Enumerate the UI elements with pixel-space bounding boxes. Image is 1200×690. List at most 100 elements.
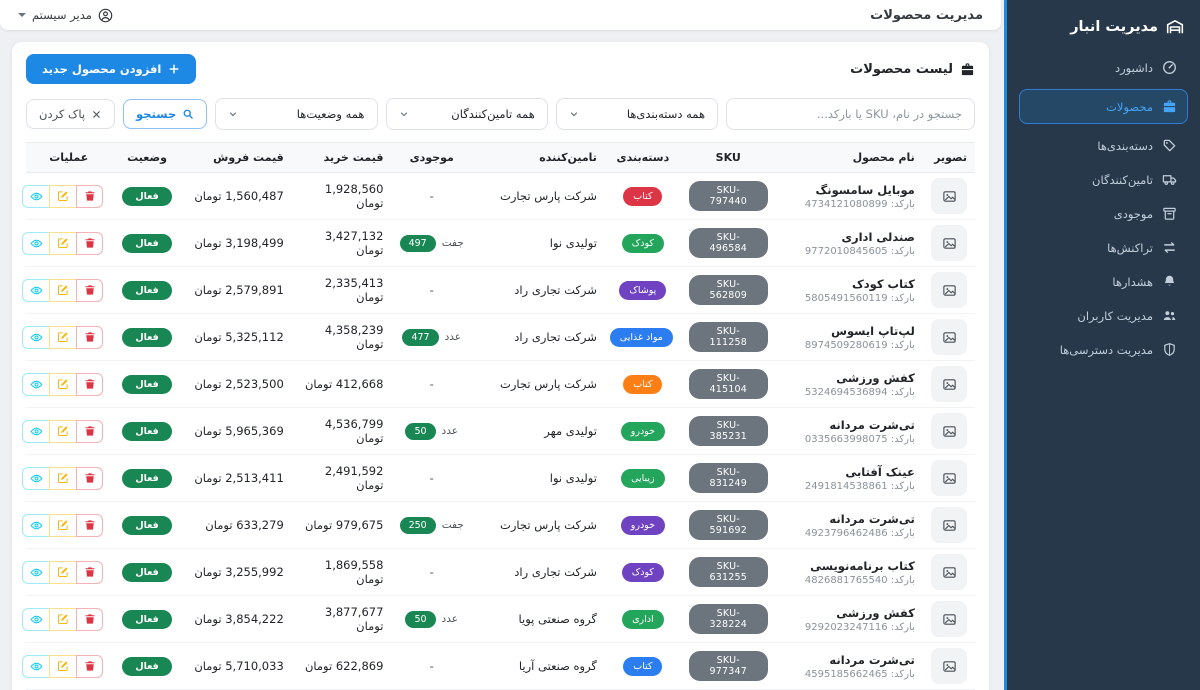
supplier-name: تولیدی مهر xyxy=(544,424,597,438)
purchase-price: 2,335,413 تومان xyxy=(324,276,384,304)
sale-price: 2,579,891 تومان xyxy=(194,283,284,297)
row-actions xyxy=(22,325,104,349)
view-button[interactable] xyxy=(22,184,50,208)
edit-button[interactable] xyxy=(49,278,77,302)
view-button[interactable] xyxy=(22,466,50,490)
warehouse-icon xyxy=(1166,18,1184,36)
delete-button[interactable] xyxy=(76,184,104,208)
sidebar-item-dashboard[interactable]: داشبورد xyxy=(1019,52,1188,83)
view-button[interactable] xyxy=(22,231,50,255)
category-badge: خودرو xyxy=(620,421,665,441)
sidebar-item-suppliers[interactable]: تامین‌کنندگان xyxy=(1019,164,1188,195)
status-badge: فعال xyxy=(122,562,172,582)
add-product-button[interactable]: افزودن محصول جدید xyxy=(26,54,197,84)
user-menu[interactable]: مدیر سیستم xyxy=(18,8,113,23)
categories-icon xyxy=(1162,138,1177,153)
view-button[interactable] xyxy=(22,419,50,443)
status-badge: فعال xyxy=(122,327,172,347)
sidebar-item-users[interactable]: مدیریت کاربران xyxy=(1019,300,1188,331)
view-button[interactable] xyxy=(22,654,50,678)
edit-button[interactable] xyxy=(49,325,77,349)
view-button[interactable] xyxy=(22,607,50,631)
search-button[interactable]: جستجو xyxy=(123,99,208,129)
supplier-name: شرکت تجاری راد xyxy=(514,565,597,579)
status-badge: فعال xyxy=(122,233,172,253)
stock-cell: - xyxy=(430,377,434,391)
sidebar-item-label: محصولات xyxy=(1106,99,1153,114)
sku-badge: SKU-415104 xyxy=(688,369,768,399)
table-row: صندلی اداری بارکد: 9772010845605 SKU-496… xyxy=(22,219,975,267)
edit-button[interactable] xyxy=(49,372,77,396)
view-button[interactable] xyxy=(22,278,50,302)
purchase-price: 412,668 تومان xyxy=(304,377,384,391)
delete-button[interactable] xyxy=(76,607,104,631)
search-input[interactable] xyxy=(726,98,975,130)
category-filter-select[interactable]: همه دسته‌بندی‌ها xyxy=(555,98,719,130)
delete-button[interactable] xyxy=(76,419,104,443)
sidebar-item-permissions[interactable]: مدیریت دسترسی‌ها xyxy=(1019,334,1188,365)
category-badge: کتاب xyxy=(623,186,663,206)
products-table: تصویر نام محصول SKU دسته‌بندی تامین‌کنند… xyxy=(22,142,975,690)
edit-button[interactable] xyxy=(49,560,77,584)
col-sku: SKU xyxy=(680,142,776,173)
clear-filters-button[interactable]: پاک کردن xyxy=(26,99,116,129)
product-barcode: بارکد: 4595185662465 xyxy=(804,668,915,680)
supplier-filter-select[interactable]: همه تامین‌کنندگان xyxy=(385,98,548,130)
table-row: عینک آفتابی بارکد: 2491814538861 SKU-831… xyxy=(22,454,975,502)
edit-button[interactable] xyxy=(49,466,77,490)
sidebar-item-transactions[interactable]: تراکنش‌ها xyxy=(1019,232,1188,263)
delete-button[interactable] xyxy=(76,231,104,255)
delete-button[interactable] xyxy=(76,372,104,396)
col-image: تصویر xyxy=(922,142,975,173)
delete-button[interactable] xyxy=(76,513,104,537)
product-barcode: بارکد: 4734121080899 xyxy=(804,198,915,210)
delete-button[interactable] xyxy=(76,278,104,302)
sale-price: 3,255,992 تومان xyxy=(194,565,284,579)
product-barcode: بارکد: 9772010845605 xyxy=(804,245,915,257)
edit-button[interactable] xyxy=(49,654,77,678)
status-filter-select[interactable]: همه وضعیت‌ها xyxy=(215,98,378,130)
edit-button[interactable] xyxy=(49,184,77,208)
col-purchase-price: قیمت خرید xyxy=(291,142,392,173)
sku-badge: SKU-328224 xyxy=(688,604,768,634)
row-actions xyxy=(22,372,104,396)
sidebar-item-categories[interactable]: دسته‌بندی‌ها xyxy=(1019,130,1188,161)
delete-button[interactable] xyxy=(76,466,104,490)
view-button[interactable] xyxy=(22,560,50,584)
view-button[interactable] xyxy=(22,325,50,349)
status-badge: فعال xyxy=(122,186,172,206)
product-image-placeholder xyxy=(931,366,967,402)
sidebar-item-products[interactable]: محصولات xyxy=(1019,89,1188,124)
sale-price: 3,198,499 تومان xyxy=(194,236,284,250)
delete-button[interactable] xyxy=(76,560,104,584)
view-button[interactable] xyxy=(22,372,50,396)
product-barcode: بارکد: 5324694536894 xyxy=(804,386,915,398)
sidebar-item-inventory[interactable]: موجودی xyxy=(1019,198,1188,229)
purchase-price: 4,358,239 تومان xyxy=(324,323,384,351)
row-actions xyxy=(22,560,104,584)
product-name: کفش ورزشی xyxy=(836,370,915,385)
status-badge: فعال xyxy=(122,609,172,629)
delete-button[interactable] xyxy=(76,654,104,678)
stock-quantity-badge: 497 xyxy=(399,234,436,252)
close-icon xyxy=(91,109,102,120)
dashboard-icon xyxy=(1162,60,1177,75)
edit-button[interactable] xyxy=(49,419,77,443)
sku-badge: SKU-496584 xyxy=(688,228,768,258)
briefcase-icon xyxy=(960,62,975,77)
sku-badge: SKU-797440 xyxy=(688,181,768,211)
alerts-icon xyxy=(1162,274,1177,289)
view-button[interactable] xyxy=(22,513,50,537)
edit-button[interactable] xyxy=(49,231,77,255)
stock-cell: جفت 250 xyxy=(399,516,464,534)
status-badge: فعال xyxy=(122,515,172,535)
delete-button[interactable] xyxy=(76,325,104,349)
main-content: مدیریت محصولات مدیر سیستم لیست محصولات ا… xyxy=(0,0,1001,690)
edit-button[interactable] xyxy=(49,513,77,537)
stock-empty: - xyxy=(429,283,434,297)
sidebar-item-alerts[interactable]: هشدارها xyxy=(1019,266,1188,297)
edit-button[interactable] xyxy=(49,607,77,631)
stock-unit: جفت xyxy=(441,237,464,249)
category-badge: مواد غذایی xyxy=(609,327,673,347)
sidebar-nav: داشبورد محصولات دسته‌بندی‌ها تامین‌کنندگ… xyxy=(1019,52,1188,365)
